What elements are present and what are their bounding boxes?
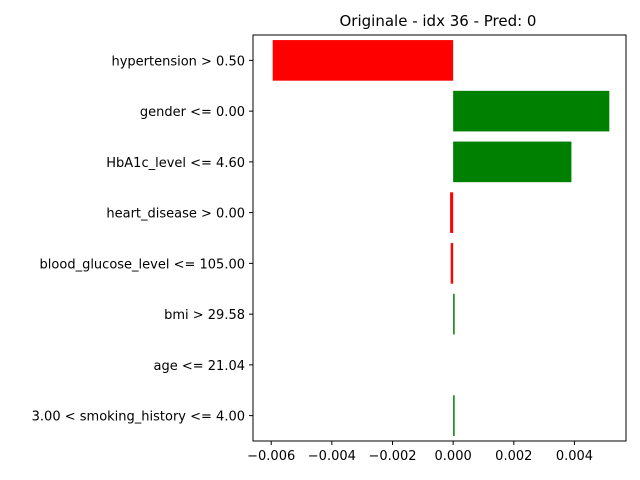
y-tick-label: age <= 21.04 — [154, 359, 245, 374]
y-tick-label: bmi > 29.58 — [164, 308, 245, 323]
x-tick-label: −0.002 — [368, 449, 416, 464]
y-tick-label: hypertension > 0.50 — [111, 54, 245, 69]
plot-frame — [252, 34, 627, 442]
x-tick-label: 0.004 — [556, 449, 593, 464]
y-tick-label: gender <= 0.00 — [140, 105, 245, 120]
bar-7 — [453, 395, 455, 436]
y-tick-label: 3.00 < smoking_history <= 4.00 — [32, 410, 245, 425]
y-axis: hypertension > 0.50 gender <= 0.00 HbA1c_l… — [32, 54, 253, 425]
y-tick-label: heart_disease > 0.00 — [106, 207, 245, 222]
bar-3 — [450, 192, 454, 233]
bar-4 — [450, 243, 454, 284]
x-axis: −0.006 −0.004 −0.002 0.000 0.002 0.004 — [247, 441, 593, 464]
bars-group — [272, 40, 610, 436]
chart-title: Originale - idx 36 - Pred: 0 — [340, 12, 537, 30]
bar-5 — [453, 293, 455, 335]
y-tick-label: HbA1c_level <= 4.60 — [106, 156, 245, 171]
x-tick-label: 0.002 — [495, 449, 532, 464]
bar-1 — [453, 90, 610, 132]
bar-0 — [272, 40, 454, 81]
bar-2 — [453, 141, 572, 183]
y-tick-label: blood_glucose_level <= 105.00 — [40, 257, 245, 272]
x-tick-label: −0.004 — [308, 449, 356, 464]
x-tick-label: 0.000 — [435, 449, 472, 464]
x-tick-label: −0.006 — [247, 449, 295, 464]
